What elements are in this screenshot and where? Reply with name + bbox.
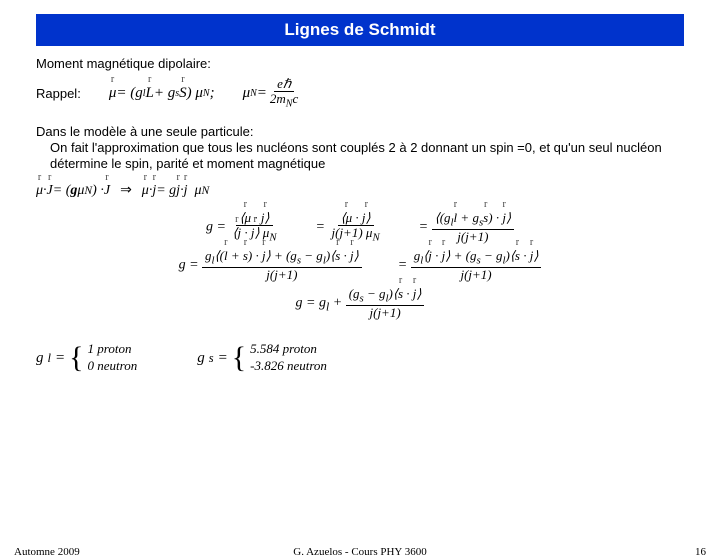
mu-formula: μ = (gl L + gs S ) μN ; xyxy=(109,85,215,102)
gs-cases: gs = { 5.584 proton -3.826 neutron xyxy=(197,341,327,375)
gl-cases: gl = { 1 proton 0 neutron xyxy=(36,341,137,375)
footer-left: Automne 2009 xyxy=(14,546,80,558)
eq-mu-dot-J: μ · J = (g μN) · J ⇒ μ · j = g j · j μN xyxy=(36,182,684,199)
eq-g-final: g = gl + (gs − gl)⟨s · j⟩ j(j+1) xyxy=(36,287,684,320)
model-paragraph: Dans le modèle à une seule particule: On… xyxy=(36,124,684,173)
subtitle: Moment magnétique dipolaire: xyxy=(36,56,684,71)
eq-g-expansion-2: g = gl⟨(l + s) · j⟩ + (gs − gl)⟨s · j⟩ j… xyxy=(36,249,684,282)
g-factor-values: gl = { 1 proton 0 neutron gs = { 5.584 p… xyxy=(36,341,684,375)
rappel-label: Rappel: xyxy=(36,86,81,101)
slide-title: Lignes de Schmidt xyxy=(36,14,684,46)
footer-page-number: 16 xyxy=(695,546,706,558)
muN-formula: μN = eℏ 2mNc xyxy=(243,77,302,110)
slide-content: Moment magnétique dipolaire: Rappel: μ =… xyxy=(0,46,720,375)
footer-center: G. Azuelos - Cours PHY 3600 xyxy=(293,546,426,558)
eq-g-expansion-1: g = ⟨μ · j⟩ ⟨j · j⟩ μN = ⟨μ · j⟩ j(j+1) … xyxy=(36,211,684,244)
